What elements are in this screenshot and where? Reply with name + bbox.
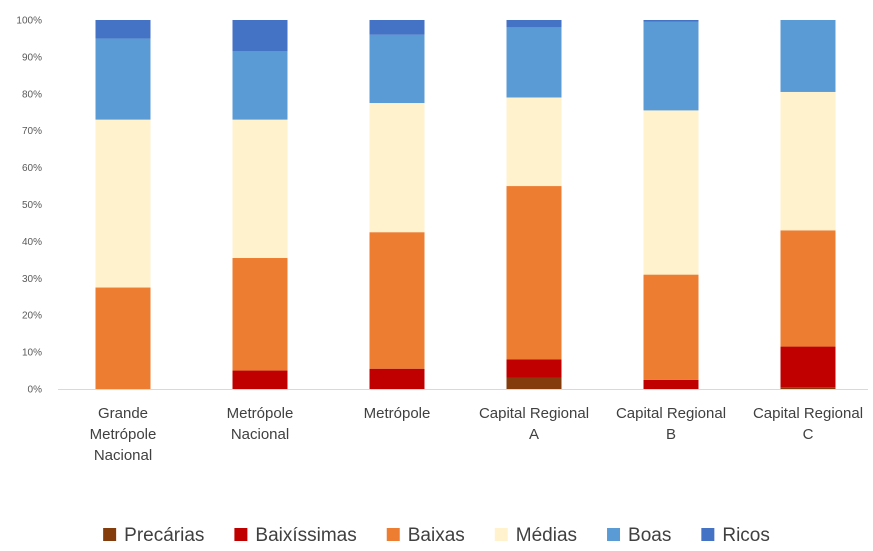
bar-stack bbox=[643, 20, 699, 389]
y-tick-label: 0% bbox=[28, 385, 43, 396]
category-label: Capital Regional B bbox=[616, 405, 726, 443]
y-tick-label: 50% bbox=[22, 200, 42, 211]
bar-segment bbox=[232, 20, 288, 52]
bar-segment bbox=[369, 232, 425, 369]
legend-label: Baixíssimas bbox=[255, 525, 356, 546]
y-axis: 0% 10% 20% 30% 40% 50% 60% 70% 80% 90% 100% bbox=[16, 16, 42, 396]
category-label-line: Capital Regional bbox=[616, 405, 726, 422]
bar-segment bbox=[506, 20, 562, 28]
bar-segment bbox=[506, 377, 562, 389]
category-label-line: Capital Regional bbox=[753, 405, 863, 422]
legend-label: Ricos bbox=[722, 525, 770, 546]
bar-segment bbox=[95, 119, 151, 288]
y-tick-label: 40% bbox=[22, 237, 42, 248]
x-axis: Grande Metrópole Nacional Metrópole Nacional… bbox=[90, 405, 863, 464]
legend-swatch bbox=[701, 528, 715, 541]
bar-segment bbox=[780, 20, 836, 92]
legend-label: Baixas bbox=[408, 525, 465, 546]
bar-segment bbox=[643, 379, 699, 389]
category-label-line: Nacional bbox=[231, 426, 289, 443]
legend-swatch bbox=[386, 528, 400, 541]
category-label: Metrópole Nacional bbox=[227, 405, 294, 443]
category-label-line: A bbox=[529, 426, 539, 443]
legend-item: Baixíssimas bbox=[234, 525, 357, 546]
bar-segment bbox=[369, 34, 425, 104]
category-label-line: B bbox=[666, 426, 676, 443]
category-label-line: Capital Regional bbox=[479, 405, 589, 422]
y-tick-label: 20% bbox=[22, 311, 42, 322]
bar-segment bbox=[780, 387, 836, 389]
bar-segment bbox=[95, 38, 151, 120]
bar-segment bbox=[369, 103, 425, 233]
bar-segment bbox=[780, 91, 836, 231]
bar-segment bbox=[780, 230, 836, 347]
category-label: Capital Regional C bbox=[753, 405, 863, 443]
legend-swatch bbox=[494, 528, 508, 541]
category-label: Metrópole bbox=[364, 405, 431, 422]
bar-segment bbox=[95, 287, 151, 389]
category-label-line: Grande bbox=[98, 405, 148, 422]
legend-item: Ricos bbox=[701, 525, 770, 546]
bar-segment bbox=[643, 110, 699, 275]
bar-stack bbox=[232, 20, 288, 389]
bar-segment bbox=[643, 20, 699, 22]
category-label-line: Nacional bbox=[94, 447, 152, 464]
bar-segment bbox=[780, 346, 836, 388]
y-tick-label: 100% bbox=[16, 16, 42, 27]
category-label: Grande Metrópole Nacional bbox=[90, 405, 157, 464]
bar-segment bbox=[369, 368, 425, 389]
legend-item: Precárias bbox=[103, 525, 204, 546]
legend-label: Precárias bbox=[124, 525, 204, 546]
bar-segment bbox=[369, 20, 425, 35]
bar-segment bbox=[232, 258, 288, 371]
bar-segment bbox=[506, 27, 562, 98]
y-tick-label: 10% bbox=[22, 348, 42, 359]
bar-stack bbox=[95, 20, 151, 389]
legend-swatch bbox=[103, 528, 117, 541]
bar-stack bbox=[369, 20, 425, 389]
y-tick-label: 30% bbox=[22, 274, 42, 285]
y-tick-label: 90% bbox=[22, 52, 42, 63]
bar-segment bbox=[95, 20, 151, 39]
y-tick-label: 70% bbox=[22, 126, 42, 137]
category-label-line: Metrópole bbox=[227, 405, 294, 422]
category-label: Capital Regional A bbox=[479, 405, 589, 443]
legend-label: Médias bbox=[516, 525, 577, 546]
legend-swatch bbox=[234, 528, 248, 541]
category-label-line: Metrópole bbox=[90, 426, 157, 443]
bar-segment bbox=[506, 186, 562, 360]
bar-segment bbox=[232, 51, 288, 120]
bar-segment bbox=[643, 21, 699, 111]
category-label-line: Metrópole bbox=[364, 405, 431, 422]
category-label-line: C bbox=[803, 426, 814, 443]
legend-item: Boas bbox=[607, 525, 671, 546]
legend-swatch bbox=[607, 528, 621, 541]
bar-stack bbox=[506, 20, 562, 389]
bar-segment bbox=[232, 119, 288, 259]
bar-segment bbox=[643, 274, 699, 380]
y-tick-label: 80% bbox=[22, 89, 42, 100]
bar-stack bbox=[780, 20, 836, 389]
bar-segment bbox=[506, 359, 562, 378]
bar-segment bbox=[232, 370, 288, 389]
bars bbox=[95, 20, 836, 389]
legend-item: Médias bbox=[494, 525, 577, 546]
legend: Precárias Baixíssimas Baixas Médias Boas Rico… bbox=[103, 525, 770, 546]
legend-label: Boas bbox=[628, 525, 671, 546]
y-tick-label: 60% bbox=[22, 163, 42, 174]
legend-item: Baixas bbox=[386, 525, 465, 546]
bar-segment bbox=[506, 97, 562, 187]
